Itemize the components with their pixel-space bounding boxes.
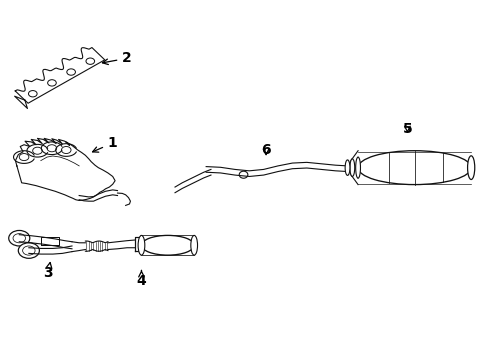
Ellipse shape (190, 235, 197, 255)
Polygon shape (16, 138, 115, 201)
Text: 3: 3 (43, 262, 53, 280)
Ellipse shape (138, 235, 144, 255)
Polygon shape (15, 48, 104, 103)
Polygon shape (27, 144, 47, 157)
Ellipse shape (355, 157, 360, 178)
Polygon shape (41, 142, 62, 154)
Polygon shape (14, 151, 34, 163)
Text: 4: 4 (136, 271, 146, 288)
Ellipse shape (345, 160, 349, 175)
Text: 2: 2 (102, 51, 132, 65)
Text: 1: 1 (92, 136, 118, 152)
Ellipse shape (141, 235, 194, 255)
Text: 5: 5 (402, 122, 411, 136)
Circle shape (9, 230, 30, 246)
Polygon shape (135, 237, 141, 251)
Polygon shape (350, 151, 357, 185)
Ellipse shape (349, 159, 354, 176)
Polygon shape (56, 144, 76, 156)
Circle shape (18, 243, 40, 258)
Text: 6: 6 (261, 143, 270, 157)
Ellipse shape (467, 156, 474, 180)
Ellipse shape (357, 151, 470, 185)
Polygon shape (15, 96, 27, 108)
